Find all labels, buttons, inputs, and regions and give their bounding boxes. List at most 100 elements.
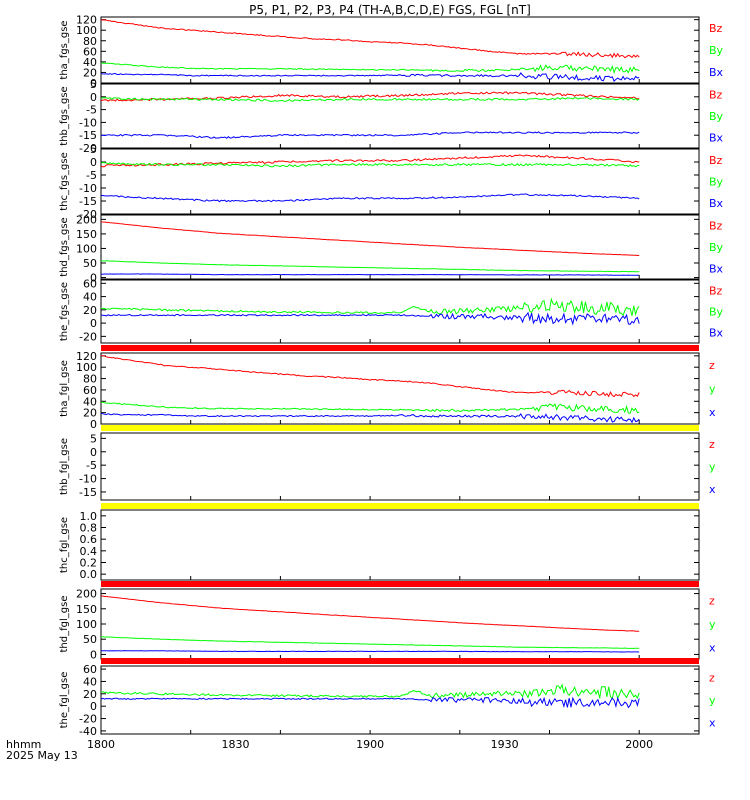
y-tick-label: 0.4 xyxy=(80,545,98,558)
time-axis: hhmm 2025 May 13 1800 1830 1900 1930 2000 xyxy=(6,738,653,762)
time-tick-label: 1830 xyxy=(222,738,250,751)
series-By-line xyxy=(100,297,640,317)
y-tick-label: -20 xyxy=(79,208,97,221)
y-tick-label: 100 xyxy=(76,361,97,374)
y-tick-label: 60 xyxy=(83,45,97,58)
y-tick-label: 5 xyxy=(90,143,97,156)
legend-z: z xyxy=(709,671,715,684)
y-tick-label: -20 xyxy=(79,713,97,726)
time-tick-label: 1800 xyxy=(87,738,115,751)
legend-z: z xyxy=(709,438,715,451)
y-tick-label: 100 xyxy=(76,242,97,255)
y-axis-label: tha_fgl_gse xyxy=(59,360,70,417)
y-tick-label: 200 xyxy=(76,588,97,601)
y-tick-label: -40 xyxy=(79,725,97,738)
legend-Bz: Bz xyxy=(709,220,723,233)
series-x-line xyxy=(100,412,640,424)
legend-By: By xyxy=(709,44,724,57)
panel-frame xyxy=(100,279,700,344)
legend-z: z xyxy=(709,359,715,372)
y-tick-label: 80 xyxy=(83,35,97,48)
y-tick-label: 1.0 xyxy=(80,510,98,523)
y-tick-label: 0 xyxy=(90,700,97,713)
panel-frame xyxy=(100,509,700,581)
time-label-date: 2025 May 13 xyxy=(6,749,78,762)
legend-x: x xyxy=(709,641,716,654)
legend-x: x xyxy=(709,483,716,496)
data-status-bar xyxy=(101,503,699,509)
data-status-bar xyxy=(101,658,699,664)
legend-By: By xyxy=(709,306,724,319)
legend-Bz: Bz xyxy=(709,285,723,298)
legend-Bz: Bz xyxy=(709,22,723,35)
legend-Bz: Bz xyxy=(709,154,723,167)
y-tick-label: 100 xyxy=(76,24,97,37)
y-tick-label: 120 xyxy=(76,14,97,27)
series-By-line xyxy=(100,161,640,168)
y-tick-label: -5 xyxy=(86,169,97,182)
time-tick-label: 1900 xyxy=(356,738,384,751)
y-tick-label: 0 xyxy=(90,156,97,169)
panel-frame xyxy=(100,16,700,84)
series-By-line xyxy=(100,62,640,75)
series-By-line xyxy=(100,97,640,102)
panel-frame xyxy=(100,83,700,149)
y-tick-label: 0 xyxy=(90,91,97,104)
y-axis-label: thd_fgs_gse xyxy=(59,217,70,276)
legend-By: By xyxy=(709,176,724,189)
series-Bx-line xyxy=(100,193,640,203)
panel-frame xyxy=(100,665,700,735)
y-axis-label: thc_fgs_gse xyxy=(59,152,70,211)
legend-Bx: Bx xyxy=(709,197,724,210)
y-tick-label: 20 xyxy=(83,304,97,317)
plot-title: P5, P1, P2, P3, P4 (TH-A,B,C,D,E) FGS, F… xyxy=(249,3,531,17)
y-tick-label: 200 xyxy=(76,213,97,226)
y-axis-label: thc_fgl_gse xyxy=(59,517,70,573)
legend-z: z xyxy=(709,595,715,608)
panel-thc_fgl_gse: 0.00.20.40.60.81.0 thc_fgl_gse xyxy=(59,509,700,587)
y-tick-label: 0.6 xyxy=(80,533,98,546)
y-tick-label: 20 xyxy=(83,407,97,420)
time-tick-label: 2000 xyxy=(625,738,653,751)
y-axis-label: thb_fgl_gse xyxy=(59,438,70,495)
y-tick-label: 150 xyxy=(76,228,97,241)
panel-frame xyxy=(100,214,700,280)
y-tick-label: 150 xyxy=(76,603,97,616)
legend-By: By xyxy=(709,110,724,123)
series-y-line xyxy=(101,683,640,700)
y-tick-label: 5 xyxy=(90,432,97,445)
legend-Bx: Bx xyxy=(709,262,724,275)
y-axis-label: thd_fgl_gse xyxy=(59,596,70,653)
panel-frame xyxy=(100,352,700,425)
y-tick-label: 0 xyxy=(90,446,97,459)
data-status-bar xyxy=(101,425,699,431)
legend-y: y xyxy=(709,461,716,474)
y-tick-label: -10 xyxy=(79,182,97,195)
y-tick-label: 0 xyxy=(90,418,97,431)
y-tick-label: 60 xyxy=(83,663,97,676)
y-tick-label: 60 xyxy=(83,277,97,290)
y-tick-label: 0 xyxy=(90,272,97,285)
y-tick-label: 80 xyxy=(83,373,97,386)
legend-y: y xyxy=(709,694,716,707)
y-tick-label: 50 xyxy=(83,633,97,646)
y-axis-label: the_fgl_gse xyxy=(59,672,70,729)
series-z-line xyxy=(100,355,640,398)
y-tick-label: 0.8 xyxy=(80,522,98,535)
series-By-line xyxy=(100,260,640,273)
y-axis-label: the_fgs_gse xyxy=(59,282,70,341)
y-tick-label: -20 xyxy=(79,142,97,155)
y-tick-label: -5 xyxy=(86,459,97,472)
panel-thd_fgl_gse: 0 50 100 150 200 thd_fgl_gse zyx xyxy=(59,588,716,664)
legend-Bx: Bx xyxy=(709,327,724,340)
series-y-line xyxy=(100,636,640,649)
y-tick-label: 0.2 xyxy=(80,557,98,570)
